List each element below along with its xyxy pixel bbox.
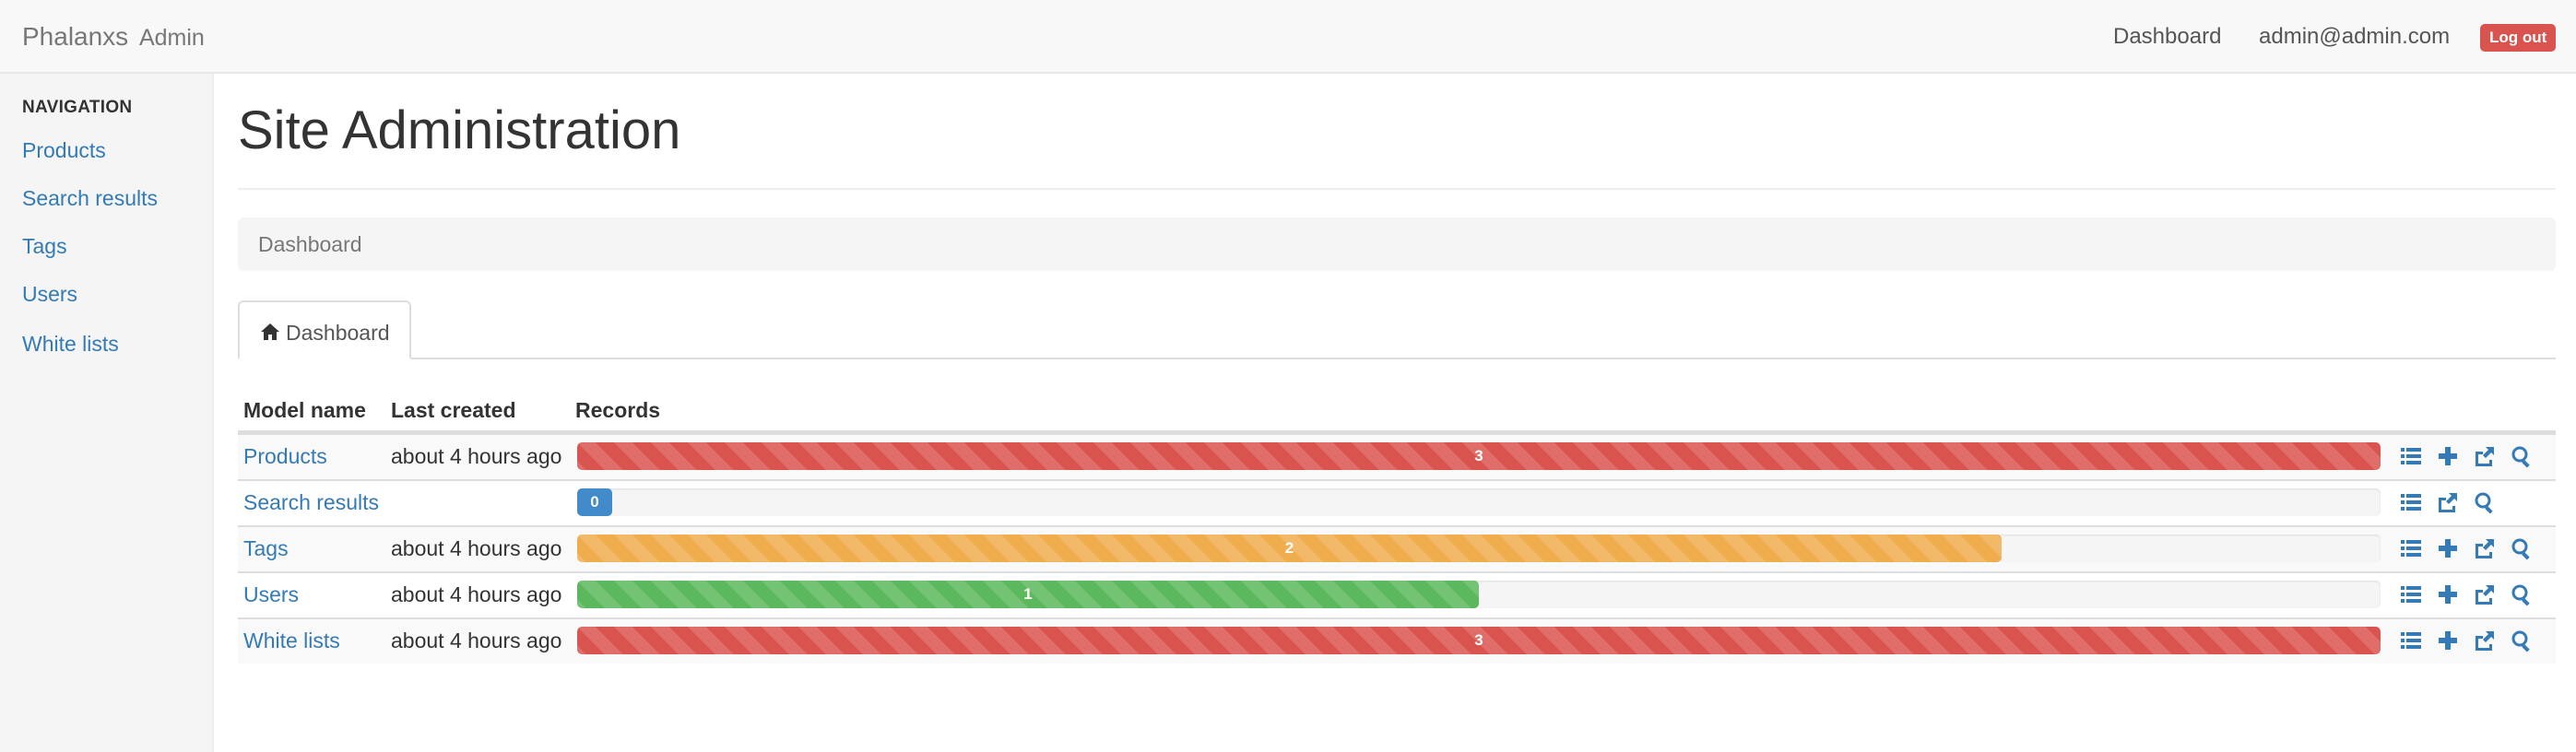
export-icon[interactable] — [2473, 629, 2497, 652]
column-header-records: Records — [575, 398, 661, 422]
row-divider — [238, 479, 2556, 481]
plus-icon[interactable] — [2436, 629, 2460, 652]
export-icon[interactable] — [2473, 536, 2497, 560]
list-icon[interactable] — [2399, 536, 2423, 560]
sidebar-header: Navigation — [22, 98, 133, 117]
records-progress-bar: 0 — [577, 488, 2381, 516]
table-row: White lists about 4 hours ago 3 — [238, 617, 2556, 664]
home-icon — [261, 323, 279, 340]
row-divider — [238, 433, 2556, 435]
records-progress-bar: 1 — [577, 581, 2381, 608]
plus-icon[interactable] — [2436, 444, 2460, 468]
sidebar-item-search-results[interactable]: Search results — [22, 186, 159, 210]
tab-dashboard[interactable]: Dashboard — [238, 300, 411, 359]
model-name-link[interactable]: Products — [243, 444, 327, 468]
top-navbar: Phalanxs Admin Dashboard admin@admin.com… — [0, 0, 2576, 74]
brand-name[interactable]: Phalanxs — [22, 22, 129, 51]
row-divider — [238, 617, 2556, 619]
list-icon[interactable] — [2399, 582, 2423, 606]
nav-dashboard-link[interactable]: Dashboard — [2113, 24, 2222, 49]
model-name-link[interactable]: Tags — [243, 536, 289, 560]
tabs-divider — [238, 358, 2556, 359]
table-row: Products about 4 hours ago 3 — [238, 433, 2556, 479]
records-progress-bar: 3 — [577, 627, 2381, 654]
column-header-model-name: Model name — [243, 398, 366, 422]
title-divider — [238, 188, 2556, 190]
sidebar-item-white-lists[interactable]: White lists — [22, 332, 119, 356]
logout-button[interactable]: Log out — [2480, 24, 2557, 52]
sidebar-item-products[interactable]: Products — [22, 138, 106, 162]
export-icon[interactable] — [2436, 490, 2460, 514]
list-icon[interactable] — [2399, 629, 2423, 652]
records-count-fill: 2 — [577, 535, 2002, 562]
sidebar: Navigation Products Search results Tags … — [0, 74, 214, 752]
model-name-link[interactable]: White lists — [243, 629, 340, 652]
export-icon[interactable] — [2473, 444, 2497, 468]
search-icon[interactable] — [2510, 629, 2534, 652]
column-header-last-created: Last created — [391, 398, 516, 422]
table-row: Search results 0 — [238, 479, 2556, 525]
table-header-divider — [238, 430, 2556, 433]
row-divider — [238, 525, 2556, 527]
sidebar-item-users[interactable]: Users — [22, 282, 78, 306]
last-created-cell: about 4 hours ago — [391, 536, 562, 560]
model-name-link[interactable]: Users — [243, 582, 300, 606]
breadcrumb: Dashboard — [238, 217, 2556, 271]
table-row: Tags about 4 hours ago 2 — [238, 525, 2556, 571]
search-icon[interactable] — [2510, 444, 2534, 468]
export-icon[interactable] — [2473, 582, 2497, 606]
model-name-link[interactable]: Search results — [243, 490, 380, 514]
records-count-fill: 1 — [577, 581, 1479, 608]
records-count-fill: 0 — [577, 488, 612, 516]
list-icon[interactable] — [2399, 490, 2423, 514]
table-row: Users about 4 hours ago 1 — [238, 571, 2556, 617]
row-divider — [238, 571, 2556, 573]
last-created-cell: about 4 hours ago — [391, 582, 562, 606]
search-icon[interactable] — [2473, 490, 2497, 514]
records-progress-bar: 2 — [577, 535, 2381, 562]
plus-icon[interactable] — [2436, 582, 2460, 606]
list-icon[interactable] — [2399, 444, 2423, 468]
brand-suffix[interactable]: Admin — [138, 25, 205, 51]
records-count-fill: 3 — [577, 627, 2381, 654]
tab-dashboard-label: Dashboard — [286, 321, 390, 345]
records-count-fill: 3 — [577, 442, 2381, 470]
search-icon[interactable] — [2510, 536, 2534, 560]
plus-icon[interactable] — [2436, 536, 2460, 560]
last-created-cell: about 4 hours ago — [391, 629, 562, 652]
sidebar-item-tags[interactable]: Tags — [22, 234, 67, 258]
records-progress-bar: 3 — [577, 442, 2381, 470]
last-created-cell: about 4 hours ago — [391, 444, 562, 468]
breadcrumb-item-dashboard: Dashboard — [258, 232, 362, 256]
brand[interactable]: Phalanxs Admin — [22, 22, 205, 52]
search-icon[interactable] — [2510, 582, 2534, 606]
page-title: Site Administration — [238, 100, 681, 160]
user-email-link[interactable]: admin@admin.com — [2259, 24, 2451, 49]
